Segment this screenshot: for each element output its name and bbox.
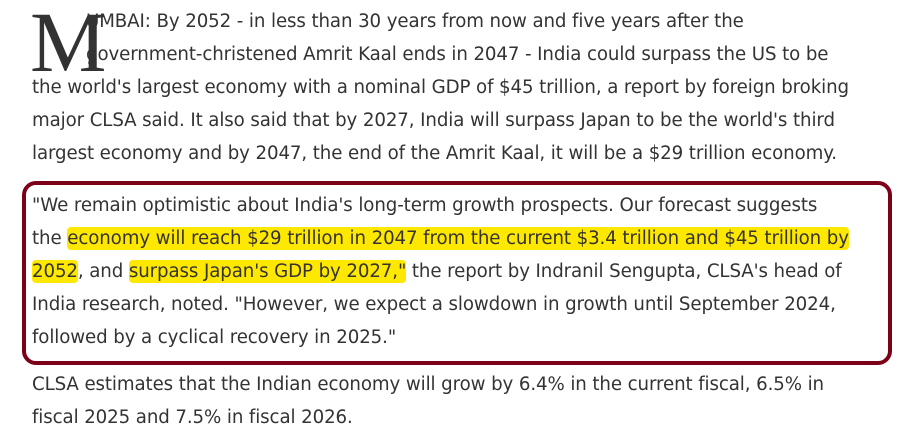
drop-cap: M bbox=[30, 0, 107, 90]
paragraph-1-line: UMBAI: By 2052 - in less than 30 years f… bbox=[86, 11, 744, 32]
highlighted-text: surpass Japan's GDP by 2027," bbox=[128, 260, 407, 283]
paragraph-3-line: CLSA estimates that the Indian economy w… bbox=[32, 374, 824, 395]
quote-text: , and bbox=[77, 261, 129, 282]
paragraph-1-line: government-christened Amrit Kaal ends in… bbox=[86, 44, 829, 65]
quote-line: followed by a cyclical recovery in 2025.… bbox=[32, 327, 397, 348]
paragraph-1-line: major CLSA said. It also said that by 20… bbox=[32, 110, 835, 131]
paragraph-3-line: fiscal 2025 and 7.5% in fiscal 2026. bbox=[32, 407, 353, 428]
quote-line: the economy will reach $29 trillion in 2… bbox=[32, 227, 849, 251]
quote-text: the bbox=[32, 228, 68, 249]
highlighted-quote-box bbox=[22, 181, 892, 365]
quote-text: the report by Indranil Sengupta, CLSA's … bbox=[406, 261, 842, 282]
highlighted-text: 2052 bbox=[32, 260, 78, 283]
quote-line: India research, noted. "However, we expe… bbox=[32, 294, 836, 315]
paragraph-1-line: the world's largest economy with a nomin… bbox=[32, 77, 849, 98]
paragraph-1-line: largest economy and by 2047, the end of … bbox=[32, 143, 837, 164]
quote-line: 2052, and surpass Japan's GDP by 2027," … bbox=[32, 260, 842, 284]
highlighted-text: economy will reach $29 trillion in 2047 … bbox=[67, 227, 849, 250]
quote-line: "We remain optimistic about India's long… bbox=[32, 195, 818, 216]
